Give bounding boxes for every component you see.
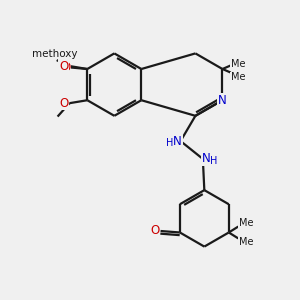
Text: Me: Me bbox=[231, 72, 245, 82]
Text: O: O bbox=[61, 61, 70, 74]
Text: N: N bbox=[201, 152, 210, 165]
Text: O: O bbox=[59, 97, 68, 110]
Text: H: H bbox=[166, 139, 173, 148]
Text: N: N bbox=[218, 94, 227, 107]
Text: methoxy: methoxy bbox=[32, 49, 78, 58]
Text: Me: Me bbox=[239, 218, 253, 228]
Text: Me: Me bbox=[239, 237, 253, 247]
Text: N: N bbox=[173, 135, 182, 148]
Text: H: H bbox=[211, 156, 218, 166]
Text: O: O bbox=[150, 224, 159, 238]
Text: O: O bbox=[59, 59, 68, 73]
Text: Me: Me bbox=[231, 59, 245, 69]
